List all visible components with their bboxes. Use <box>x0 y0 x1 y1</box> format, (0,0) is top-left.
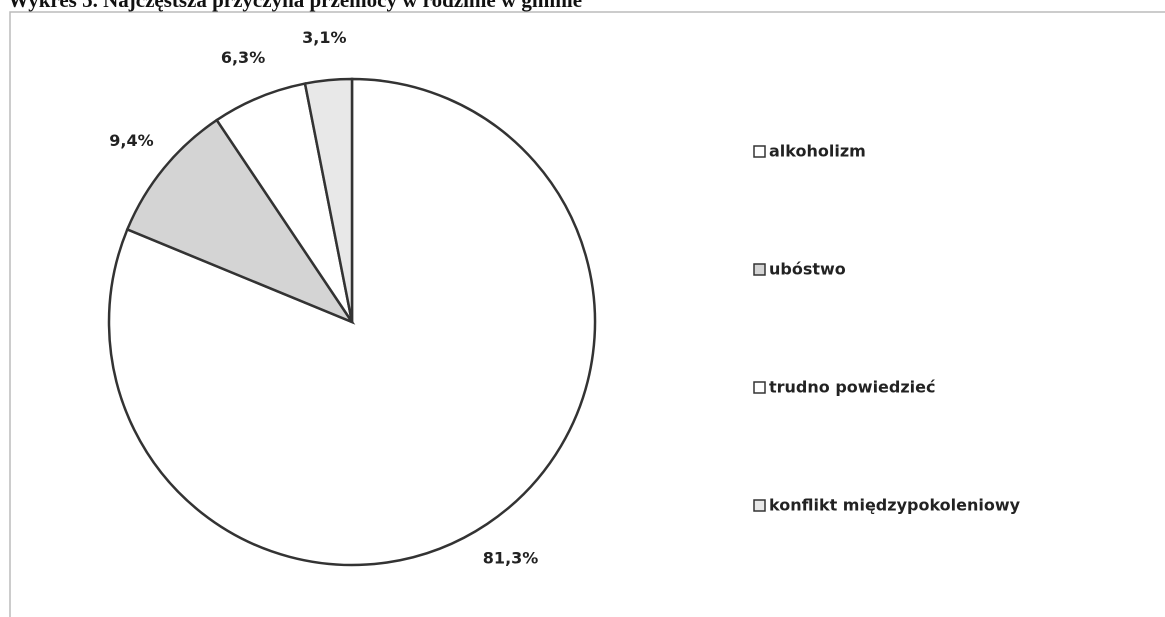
data-label: 81,3% <box>483 548 539 567</box>
legend-label: konflikt międzypokoleniowy <box>769 496 1021 515</box>
pie-slice <box>303 77 354 323</box>
data-label: 9,4% <box>109 131 153 150</box>
data-label: 3,1% <box>302 28 346 47</box>
legend-marker <box>753 145 766 158</box>
legend-label: alkoholizm <box>769 142 866 161</box>
chart-title: Wykres 5. Najczęstsza przyczyna przemocy… <box>8 0 582 12</box>
legend-label: ubóstwo <box>769 260 846 279</box>
chart-frame <box>9 11 1165 617</box>
legend-label: trudno powiedzieć <box>769 378 935 397</box>
legend-marker <box>753 499 766 512</box>
legend-marker <box>753 381 766 394</box>
pie-slice <box>125 118 356 325</box>
data-label: 6,3% <box>221 48 265 67</box>
legend-marker <box>753 263 766 276</box>
